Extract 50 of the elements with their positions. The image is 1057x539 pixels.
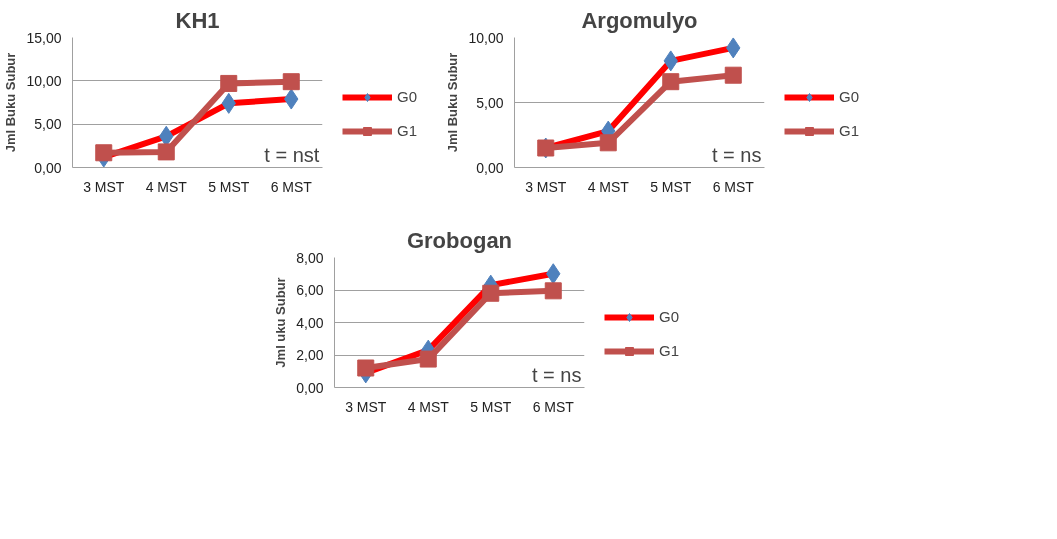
y-tick-label: 0,00 [34,159,62,176]
point [662,73,680,91]
point [157,143,175,161]
y-tick-label: 0,00 [296,379,324,396]
y-tick-label: 10,00 [468,29,504,46]
y-tick-label: 5,00 [476,94,504,111]
annotation: t = nst [264,143,320,166]
chart-title: KH1 [175,7,220,33]
point [419,350,437,368]
legend-label: G1 [839,122,860,139]
point [544,282,562,300]
annotation: t = ns [711,143,762,166]
point [724,66,742,84]
y-tick-label: 5,00 [34,116,62,133]
x-tick-label: 3 MST [525,178,567,195]
legend-label: G0 [839,88,860,105]
x-tick-label: 6 MST [532,398,575,415]
point [599,134,617,152]
legend-label: G0 [659,308,680,325]
y-tick-label: 2,00 [296,347,324,363]
point [282,73,300,91]
chart-title: Argomulyo [581,7,698,33]
y-axis-title: Jml Buku Subur [3,52,19,153]
y-tick-label: 15,00 [26,29,62,46]
point [95,144,113,162]
x-tick-label: 4 MST [587,178,630,195]
point [220,74,238,92]
x-tick-label: 5 MST [208,178,250,195]
y-tick-label: 4,00 [296,314,324,331]
x-tick-label: 6 MST [270,178,313,195]
chart-title: Grobogan [406,227,513,253]
y-axis-title: Jml uku Subur [273,277,289,368]
y-tick-label: 0,00 [476,159,504,176]
annotation: t = ns [531,363,582,386]
legend-label: G1 [397,122,418,139]
x-tick-label: 3 MST [83,178,125,195]
legend-label: G1 [659,342,680,359]
x-tick-label: 4 MST [407,398,450,415]
x-tick-label: 3 MST [345,398,387,415]
y-tick-label: 6,00 [296,282,324,298]
x-tick-label: 5 MST [470,398,512,415]
x-tick-label: 6 MST [712,178,755,195]
x-tick-label: 4 MST [145,178,188,195]
y-axis-title: Jml Buku Subur [445,52,461,153]
point [482,284,500,302]
y-tick-label: 10,00 [26,72,62,89]
point [357,359,375,377]
y-tick-label: 8,00 [296,249,324,266]
x-tick-label: 5 MST [650,178,692,195]
legend-label: G0 [397,88,418,105]
